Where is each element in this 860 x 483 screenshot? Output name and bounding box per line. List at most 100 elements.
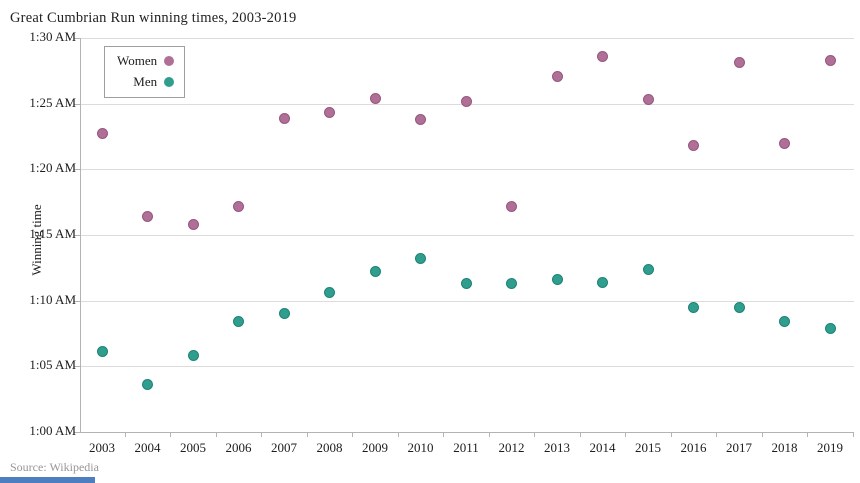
gridline: [80, 300, 854, 302]
legend: Women Men: [104, 46, 186, 98]
point-men-2006[interactable]: [233, 316, 244, 328]
source-note: Source: Wikipedia: [10, 460, 99, 474]
point-women-2003[interactable]: [96, 128, 108, 140]
legend-label-men: Men: [133, 74, 158, 89]
legend-label-women: Women: [117, 53, 158, 68]
point-women-2007[interactable]: [278, 112, 290, 124]
x-axis-tick: [170, 432, 172, 437]
point-men-2008[interactable]: [324, 287, 335, 299]
point-women-2004[interactable]: [142, 211, 153, 223]
women-marker-icon: [164, 56, 175, 66]
x-axis-tick: [215, 432, 217, 437]
point-women-2019[interactable]: [824, 54, 836, 66]
x-axis-tick-label: 2012: [498, 440, 525, 455]
x-axis-tick-label: 2011: [453, 440, 479, 455]
point-men-2005[interactable]: [187, 350, 199, 362]
x-axis-tick: [852, 432, 854, 437]
gridline: [80, 38, 854, 39]
point-men-2011[interactable]: [460, 278, 472, 290]
y-axis-tick: [74, 300, 80, 302]
y-axis-tick-label: 1:25 AM: [29, 94, 76, 110]
point-men-2013[interactable]: [551, 274, 563, 286]
gridline: [80, 169, 854, 171]
gridline: [80, 432, 854, 433]
x-axis-tick-label: 2018: [771, 440, 798, 455]
point-women-2015[interactable]: [642, 94, 654, 106]
x-axis-tick: [397, 432, 399, 437]
point-women-2013[interactable]: [551, 70, 563, 82]
y-axis-tick: [74, 432, 80, 433]
x-axis-tick: [261, 432, 263, 437]
x-axis-tick: [807, 432, 809, 437]
x-axis-tick: [443, 432, 445, 437]
point-women-2016[interactable]: [688, 140, 699, 152]
point-men-2004[interactable]: [142, 379, 153, 391]
point-men-2017[interactable]: [733, 301, 745, 313]
y-axis-tick-label: 1:30 AM: [29, 29, 76, 44]
point-women-2008[interactable]: [324, 107, 335, 119]
point-men-2009[interactable]: [369, 266, 381, 278]
x-axis-tick: [670, 432, 672, 437]
point-men-2010[interactable]: [415, 253, 426, 265]
y-axis-tick: [74, 235, 80, 236]
point-women-2005[interactable]: [187, 218, 199, 230]
y-axis-tick-label: 1:10 AM: [29, 291, 76, 307]
y-axis-tick: [74, 169, 80, 171]
point-women-2011[interactable]: [460, 95, 472, 107]
x-axis-tick: [488, 432, 490, 437]
x-axis-tick-label: 2003: [89, 440, 115, 455]
chart-title: Great Cumbrian Run winning times, 2003-2…: [10, 10, 297, 26]
bottom-progress-bar: [0, 477, 95, 483]
point-men-2014[interactable]: [597, 276, 608, 288]
x-axis-tick: [625, 432, 627, 437]
x-axis-tick-label: 2019: [817, 440, 843, 455]
point-men-2007[interactable]: [278, 308, 290, 320]
point-women-2018[interactable]: [779, 137, 790, 149]
gridline: [80, 366, 854, 368]
x-axis-tick-label: 2009: [362, 440, 388, 455]
y-axis-tick-label: 1:15 AM: [29, 226, 76, 241]
legend-item-women: Women: [117, 52, 175, 70]
y-axis-tick: [74, 38, 80, 39]
x-axis-tick: [352, 432, 354, 437]
point-women-2010[interactable]: [415, 113, 426, 125]
x-axis-tick-label: 2010: [407, 440, 434, 455]
x-axis-tick-label: 2006: [225, 440, 252, 455]
x-axis-tick-label: 2015: [635, 440, 661, 455]
point-men-2015[interactable]: [642, 263, 654, 275]
y-axis-line: [80, 38, 81, 433]
x-axis-tick: [579, 432, 581, 437]
x-axis-tick-label: 2017: [726, 440, 752, 455]
y-axis-tick: [74, 366, 80, 368]
y-axis-tick: [74, 103, 80, 105]
point-men-2019[interactable]: [824, 322, 836, 334]
point-women-2017[interactable]: [733, 57, 745, 69]
point-women-2012[interactable]: [506, 200, 517, 212]
point-men-2018[interactable]: [779, 316, 790, 328]
x-axis-tick-label: 2007: [271, 440, 297, 455]
x-axis-tick-label: 2016: [680, 440, 707, 455]
point-women-2009[interactable]: [369, 92, 381, 104]
x-axis-tick: [534, 432, 536, 437]
x-axis-tick-label: 2014: [589, 440, 616, 455]
point-men-2003[interactable]: [96, 346, 108, 358]
y-axis-tick-label: 1:20 AM: [29, 160, 76, 176]
point-women-2006[interactable]: [233, 200, 244, 212]
x-axis-tick-label: 2008: [316, 440, 343, 455]
men-marker-icon: [164, 77, 175, 87]
x-axis-tick: [716, 432, 718, 437]
point-men-2012[interactable]: [506, 278, 517, 290]
legend-item-men: Men: [117, 73, 175, 91]
x-axis-tick: [306, 432, 308, 437]
x-axis-tick: [124, 432, 126, 437]
x-axis-tick-label: 2005: [180, 440, 206, 455]
x-axis-tick-label: 2004: [134, 440, 161, 455]
point-men-2016[interactable]: [688, 301, 699, 313]
y-axis-tick-label: 1:00 AM: [29, 423, 76, 438]
x-axis-tick-label: 2013: [544, 440, 570, 455]
x-axis-tick: [761, 432, 763, 437]
point-women-2014[interactable]: [597, 50, 608, 62]
gridline: [80, 235, 854, 236]
